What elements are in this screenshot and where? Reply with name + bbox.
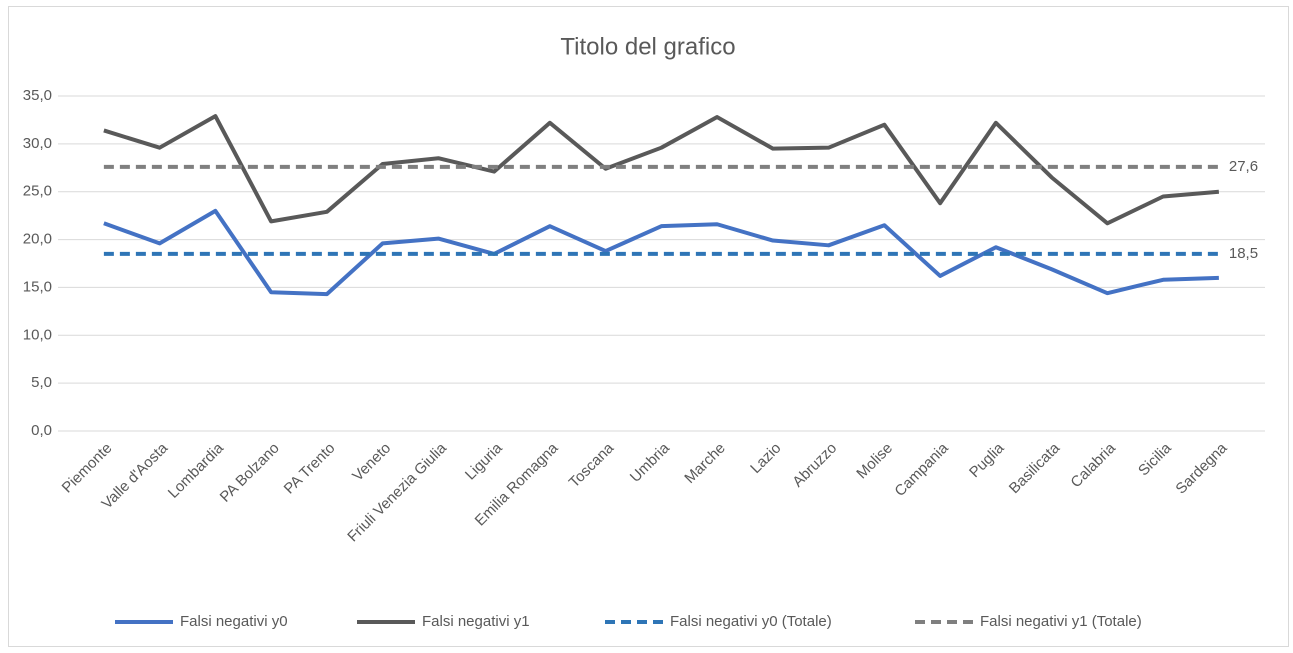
data-label: 18,5 [1229, 245, 1258, 262]
chart-frame [8, 6, 1289, 647]
legend-label: Falsi negativi y1 (Totale) [980, 613, 1142, 630]
series-line [103, 208, 1219, 297]
legend-label: Falsi negativi y0 [180, 613, 288, 630]
y-tick-label: 0,0 [31, 422, 52, 439]
y-tick-label: 30,0 [23, 135, 52, 152]
chart-title: Titolo del grafico [560, 33, 735, 60]
y-tick-label: 10,0 [23, 326, 52, 343]
y-tick-label: 25,0 [23, 183, 52, 200]
data-label: 27,6 [1229, 158, 1258, 175]
series-line [103, 114, 1220, 226]
y-tick-label: 15,0 [23, 278, 52, 295]
legend-label: Falsi negativi y0 (Totale) [670, 613, 832, 630]
legend-label: Falsi negativi y1 [422, 613, 530, 630]
y-tick-label: 35,0 [23, 87, 52, 104]
y-tick-label: 20,0 [23, 231, 52, 248]
y-tick-label: 5,0 [31, 374, 52, 391]
